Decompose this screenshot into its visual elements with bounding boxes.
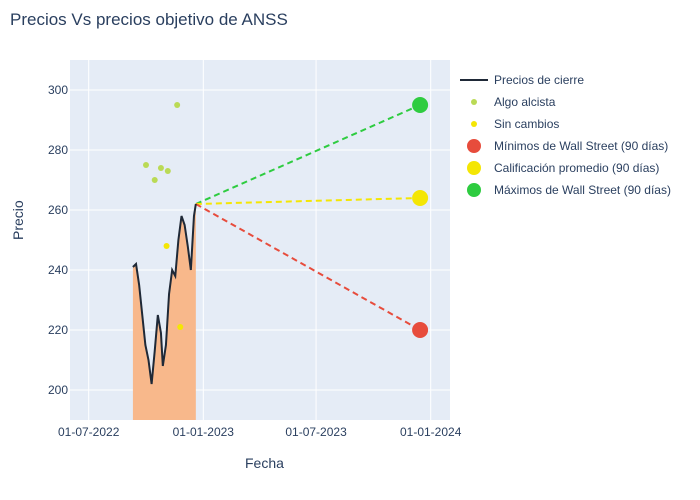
legend-swatch xyxy=(460,73,488,87)
legend-swatch xyxy=(460,117,488,131)
legend-label: Algo alcista xyxy=(494,95,555,109)
legend-swatch xyxy=(460,95,488,109)
legend-item[interactable]: Precios de cierre xyxy=(460,70,671,90)
x-tick-label: 01-07-2022 xyxy=(58,425,119,439)
legend-item[interactable]: Algo alcista xyxy=(460,92,671,112)
legend: Precios de cierre Algo alcista Sin cambios… xyxy=(460,70,671,202)
legend-swatch xyxy=(460,161,488,175)
legend-item[interactable]: Máximos de Wall Street (90 días) xyxy=(460,180,671,200)
chart-svg xyxy=(70,60,450,420)
legend-swatch xyxy=(460,183,488,197)
legend-swatch xyxy=(460,139,488,153)
y-tick-label: 300 xyxy=(18,83,68,97)
x-tick-label: 01-01-2023 xyxy=(173,425,234,439)
x-tick-label: 01-07-2023 xyxy=(285,425,346,439)
legend-label: Mínimos de Wall Street (90 días) xyxy=(494,139,668,153)
y-tick-label: 260 xyxy=(18,203,68,217)
chart-container: Precios Vs precios objetivo de ANSS Prec… xyxy=(0,0,700,500)
legend-label: Calificación promedio (90 días) xyxy=(494,161,659,175)
legend-label: Sin cambios xyxy=(494,117,559,131)
y-tick-label: 220 xyxy=(18,323,68,337)
y-tick-label: 280 xyxy=(18,143,68,157)
chart-title: Precios Vs precios objetivo de ANSS xyxy=(10,10,288,30)
legend-item[interactable]: Calificación promedio (90 días) xyxy=(460,158,671,178)
x-tick-label: 01-01-2024 xyxy=(400,425,461,439)
legend-item[interactable]: Sin cambios xyxy=(460,114,671,134)
legend-item[interactable]: Mínimos de Wall Street (90 días) xyxy=(460,136,671,156)
legend-label: Precios de cierre xyxy=(494,73,584,87)
legend-label: Máximos de Wall Street (90 días) xyxy=(494,183,671,197)
x-axis-label: Fecha xyxy=(245,455,284,471)
y-tick-label: 200 xyxy=(18,383,68,397)
plot-area xyxy=(70,60,450,420)
y-tick-label: 240 xyxy=(18,263,68,277)
